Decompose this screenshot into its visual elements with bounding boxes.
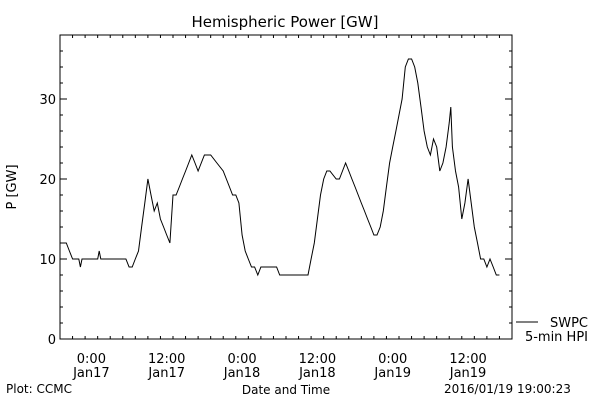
y-tick-label: 0 — [48, 333, 56, 348]
x-tick-label-date: Jan18 — [223, 366, 261, 381]
x-tick-label-date: Jan19 — [373, 366, 411, 381]
x-tick-label-time: 12:00 — [299, 352, 336, 367]
x-tick-label-date: Jan17 — [147, 366, 185, 381]
plot-timestamp: 2016/01/19 19:00:23 — [444, 382, 571, 396]
series-layer — [60, 58, 500, 277]
x-axis-label: Date and Time — [242, 383, 330, 397]
x-tick-label-time: 12:00 — [148, 352, 185, 367]
y-axis: 0 10 20 30 — [39, 34, 512, 348]
x-tick-label-time: 0:00 — [77, 352, 106, 367]
y-tick-label: 20 — [39, 173, 56, 188]
plot-credit: Plot: CCMC — [6, 382, 72, 396]
x-tick-label-date: Jan17 — [72, 366, 110, 381]
x-tick-label-date: Jan18 — [298, 366, 336, 381]
legend-entry: 5-min HPI — [525, 330, 588, 345]
chart-title: Hemispheric Power [GW] — [192, 13, 379, 31]
x-tick-label-time: 12:00 — [449, 352, 486, 367]
y-tick-label: 10 — [39, 253, 56, 268]
x-tick-label-time: 0:00 — [227, 352, 256, 367]
y-axis-label: P [GW] — [5, 164, 20, 209]
x-tick-label-date: Jan19 — [449, 366, 487, 381]
y-tick-label: 30 — [39, 93, 56, 108]
x-axis: 0:00Jan1712:00Jan170:00Jan1812:00Jan180:… — [59, 35, 513, 381]
legend-entry: SWPC — [550, 316, 588, 331]
series-line-swpc — [60, 58, 500, 277]
plot-frame — [59, 34, 513, 340]
x-tick-label-time: 0:00 — [378, 352, 407, 367]
